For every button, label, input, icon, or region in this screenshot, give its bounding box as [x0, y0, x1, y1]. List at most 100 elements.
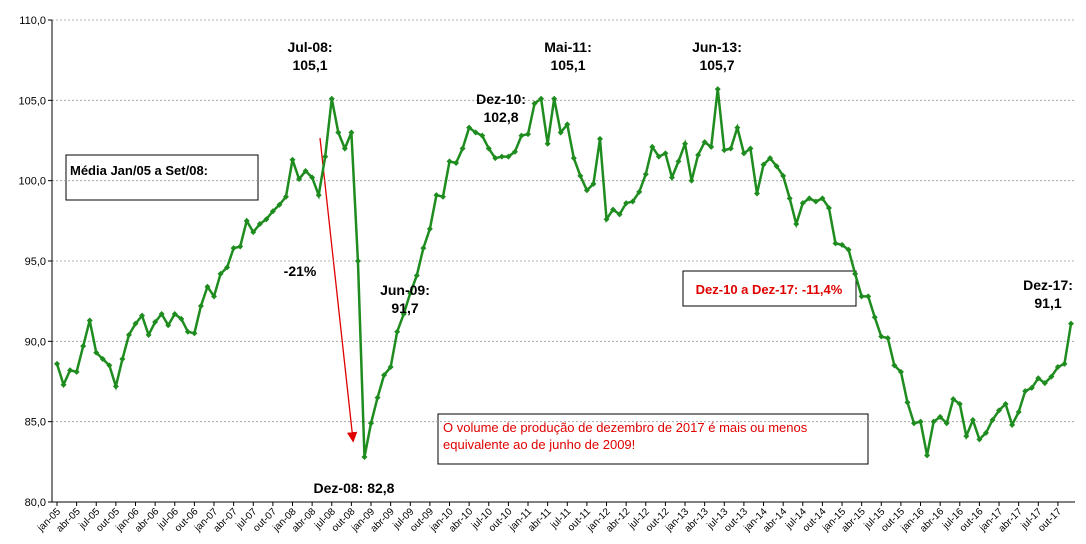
- marker: [204, 283, 211, 290]
- annotation: -21%: [284, 263, 317, 279]
- marker: [158, 311, 165, 318]
- marker: [394, 328, 401, 335]
- marker: [525, 131, 532, 138]
- marker: [662, 150, 669, 157]
- marker: [322, 153, 329, 160]
- marker: [1054, 364, 1061, 371]
- marker: [132, 320, 139, 327]
- marker: [433, 192, 440, 199]
- marker: [1061, 360, 1068, 367]
- marker: [328, 95, 335, 102]
- marker: [315, 192, 322, 199]
- marker: [361, 454, 368, 461]
- marker: [1028, 384, 1035, 391]
- marker: [930, 418, 937, 425]
- marker: [839, 241, 846, 248]
- marker: [466, 124, 473, 131]
- marker: [786, 195, 793, 202]
- marker: [1041, 380, 1048, 387]
- marker: [780, 172, 787, 179]
- marker: [387, 364, 394, 371]
- marker: [309, 174, 316, 181]
- marker: [335, 129, 342, 136]
- marker: [551, 95, 558, 102]
- marker: [224, 264, 231, 271]
- y-tick-label: 100,0: [18, 176, 46, 188]
- marker: [289, 156, 296, 163]
- annotation: 105,1: [550, 57, 585, 73]
- marker: [99, 356, 106, 363]
- annotation: Mai-11:: [544, 39, 591, 55]
- marker: [577, 172, 584, 179]
- marker: [812, 198, 819, 205]
- marker: [250, 229, 257, 236]
- marker: [682, 140, 689, 147]
- x-tick-label: abr-11: [526, 506, 554, 534]
- y-tick-label: 105,0: [18, 95, 46, 107]
- marker: [145, 331, 152, 338]
- marker: [799, 200, 806, 207]
- marker: [649, 143, 656, 150]
- marker: [282, 193, 289, 200]
- marker: [354, 258, 361, 264]
- marker: [538, 95, 545, 102]
- marker: [793, 221, 800, 228]
- marker: [426, 225, 433, 232]
- marker: [675, 158, 682, 165]
- annotation: 105,7: [699, 57, 734, 73]
- marker: [753, 190, 760, 197]
- marker: [492, 155, 499, 162]
- marker: [806, 195, 813, 202]
- arrow: [319, 137, 358, 443]
- marker: [695, 151, 702, 158]
- marker: [446, 158, 453, 165]
- marker: [865, 293, 872, 300]
- marker: [969, 417, 976, 424]
- marker: [296, 176, 303, 183]
- annotation: Dez-17:: [1023, 277, 1073, 293]
- marker: [871, 314, 878, 321]
- marker: [243, 217, 250, 224]
- marker: [616, 211, 623, 218]
- marker: [1048, 373, 1055, 380]
- box: [437, 413, 869, 465]
- marker: [819, 195, 826, 202]
- marker: [655, 153, 662, 160]
- marker: [171, 311, 178, 318]
- marker: [825, 204, 832, 211]
- annotation: Dez-08: 82,8: [314, 480, 395, 496]
- annotation: 91,1: [1034, 295, 1061, 311]
- marker: [485, 145, 492, 152]
- marker: [767, 155, 774, 162]
- marker: [217, 270, 224, 277]
- marker: [197, 302, 204, 309]
- marker: [1022, 388, 1029, 395]
- annotation: 91,7: [391, 300, 418, 316]
- marker: [891, 362, 898, 369]
- marker: [152, 319, 159, 326]
- marker: [420, 245, 427, 252]
- marker: [570, 155, 577, 162]
- marker: [917, 418, 924, 425]
- marker: [989, 417, 996, 424]
- marker: [178, 315, 185, 322]
- marker: [740, 150, 747, 157]
- y-tick-label: 90,0: [25, 336, 46, 348]
- marker: [583, 187, 590, 194]
- marker: [54, 360, 60, 367]
- marker: [374, 394, 381, 401]
- marker: [629, 198, 636, 205]
- marker: [688, 177, 695, 184]
- marker: [603, 216, 610, 223]
- marker: [976, 436, 983, 443]
- marker: [230, 245, 237, 252]
- y-tick-label: 110,0: [19, 15, 46, 27]
- marker: [557, 129, 564, 136]
- marker: [852, 270, 859, 277]
- marker: [139, 312, 146, 319]
- y-tick-label: 80,0: [25, 497, 46, 509]
- marker: [381, 372, 388, 379]
- marker: [479, 132, 486, 139]
- marker: [636, 188, 643, 195]
- marker: [642, 171, 649, 178]
